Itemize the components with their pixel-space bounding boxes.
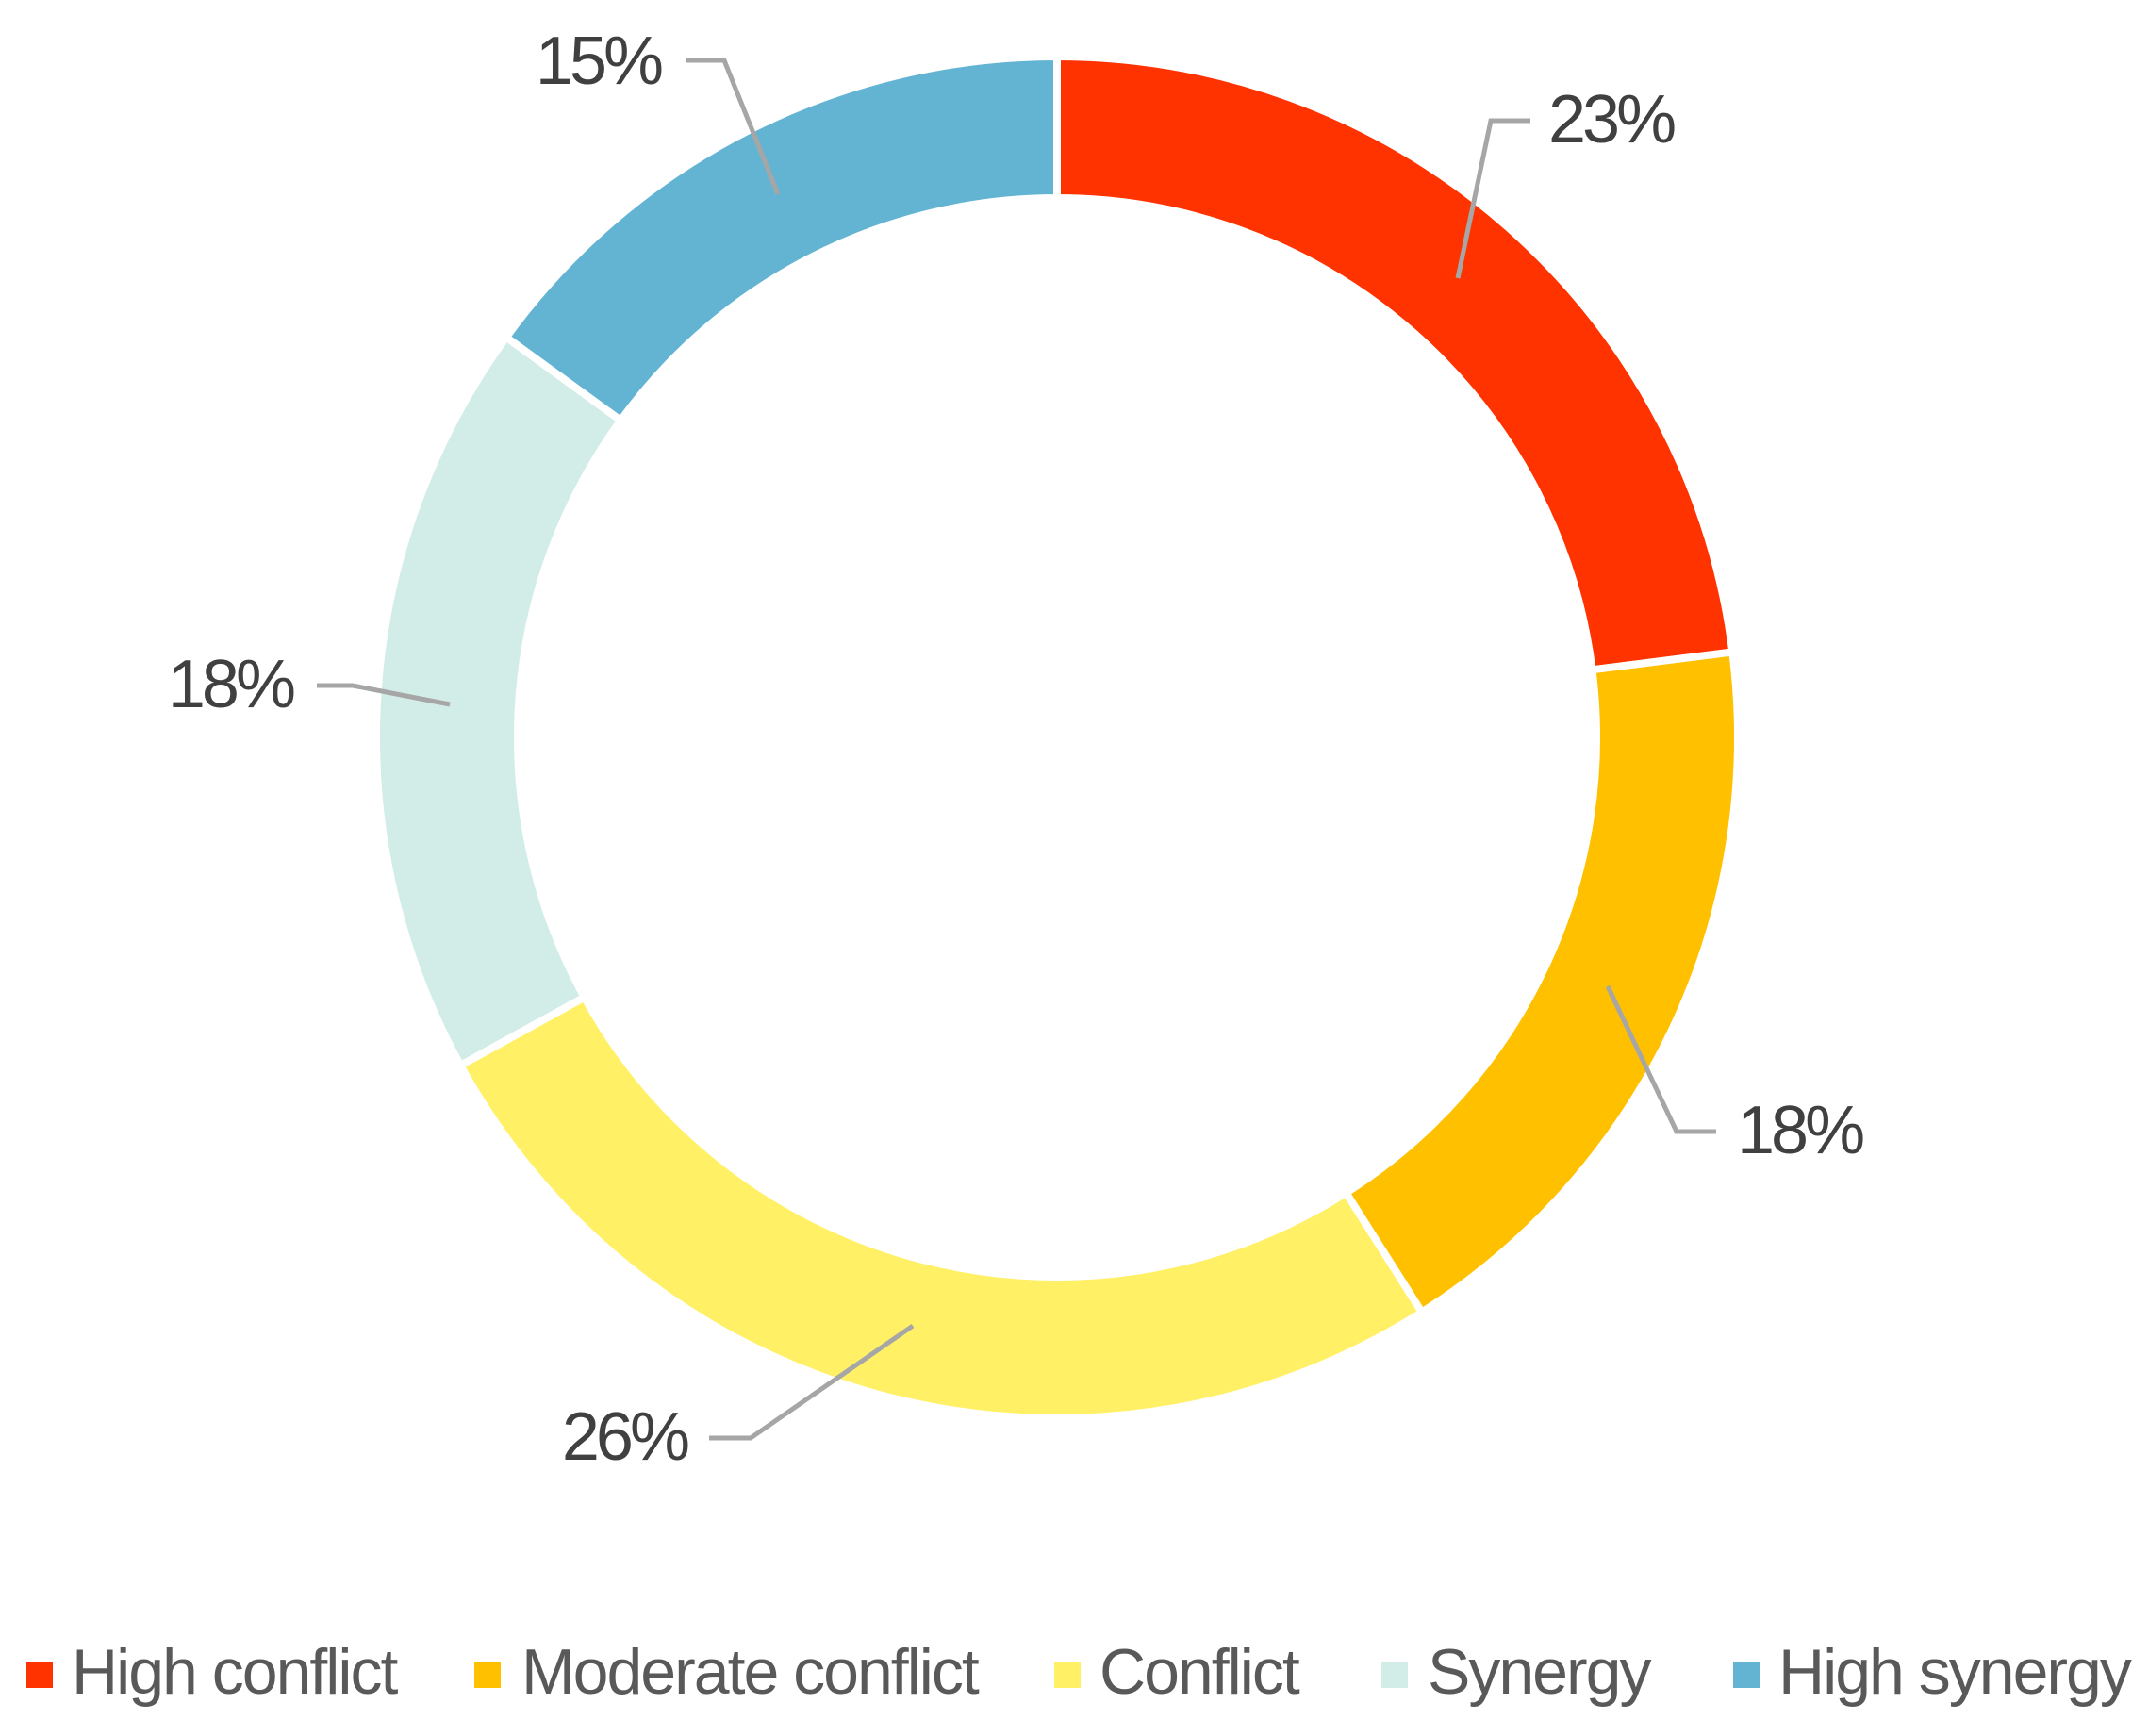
leader-line-conflict bbox=[709, 1323, 915, 1441]
slice-moderate-conflict bbox=[1340, 648, 1742, 1318]
legend-swatch-synergy bbox=[1381, 1662, 1408, 1688]
legend-item-high-conflict: High conflict bbox=[26, 1636, 400, 1708]
leader-line-high-conflict bbox=[1455, 118, 1530, 279]
legend-item-moderate-conflict: Moderate conflict bbox=[474, 1636, 982, 1708]
legend-swatch-high-synergy bbox=[1733, 1662, 1760, 1688]
legend-item-high-synergy: High synergy bbox=[1733, 1636, 2132, 1708]
data-label-moderate-conflict: 18% bbox=[1737, 1093, 1863, 1168]
legend: High conflict Moderate conflict Conflict Sy… bbox=[26, 1636, 2132, 1708]
legend-label-moderate-conflict: Moderate conflict bbox=[521, 1636, 980, 1708]
slice-high-conflict bbox=[1053, 52, 1737, 674]
legend-swatch-moderate-conflict bbox=[474, 1662, 501, 1688]
leader-lines bbox=[317, 58, 1716, 1441]
data-labels: 23% 18% 26% 18% 15% bbox=[168, 24, 1867, 1475]
leader-line-synergy bbox=[317, 683, 451, 707]
data-label-synergy: 18% bbox=[168, 647, 294, 722]
legend-label-high-conflict: High conflict bbox=[72, 1636, 398, 1708]
data-label-high-synergy: 15% bbox=[536, 24, 662, 99]
leader-line-moderate-conflict bbox=[1605, 984, 1716, 1134]
slice-conflict bbox=[454, 992, 1428, 1422]
legend-label-high-synergy: High synergy bbox=[1778, 1636, 2132, 1708]
slice-synergy bbox=[372, 332, 626, 1071]
data-label-conflict: 26% bbox=[562, 1399, 688, 1475]
legend-item-conflict: Conflict bbox=[1054, 1636, 1302, 1708]
data-label-high-conflict: 23% bbox=[1548, 82, 1675, 157]
leader-line-high-synergy bbox=[686, 58, 781, 195]
legend-item-synergy: Synergy bbox=[1381, 1636, 1653, 1708]
slice-high-synergy bbox=[501, 52, 1061, 426]
legend-swatch-high-conflict bbox=[26, 1662, 53, 1688]
legend-swatch-conflict bbox=[1054, 1662, 1081, 1688]
donut-slices bbox=[372, 52, 1742, 1422]
legend-label-conflict: Conflict bbox=[1099, 1636, 1300, 1708]
legend-label-synergy: Synergy bbox=[1428, 1636, 1651, 1708]
